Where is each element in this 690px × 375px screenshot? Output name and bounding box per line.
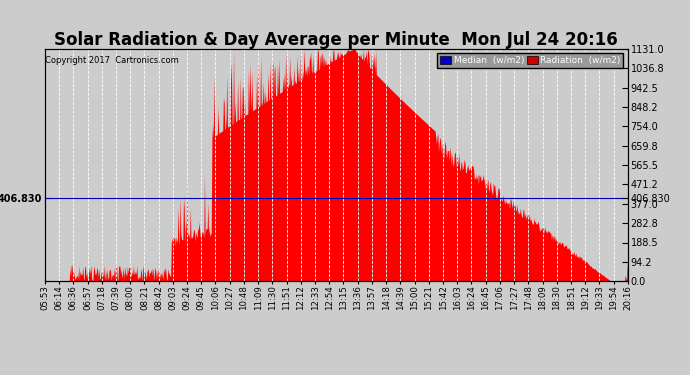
Legend: Median  (w/m2), Radiation  (w/m2): Median (w/m2), Radiation (w/m2) — [437, 53, 623, 68]
Text: Copyright 2017  Cartronics.com: Copyright 2017 Cartronics.com — [46, 56, 179, 65]
Title: Solar Radiation & Day Average per Minute  Mon Jul 24 20:16: Solar Radiation & Day Average per Minute… — [55, 31, 618, 49]
